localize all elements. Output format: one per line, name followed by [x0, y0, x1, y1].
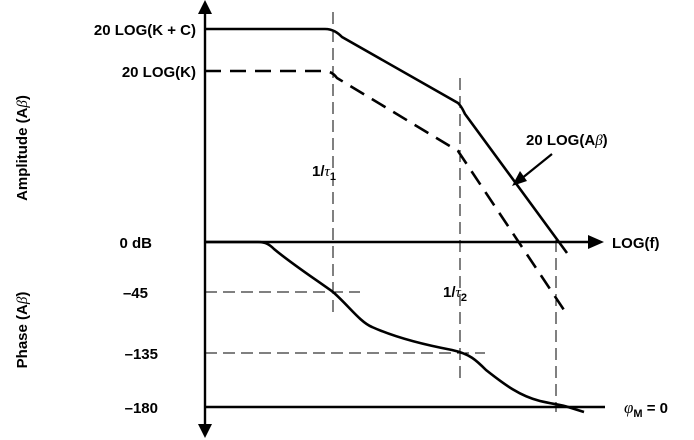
- phase-curve: [205, 240, 585, 414]
- frequency-axis-arrow-icon: [588, 235, 604, 249]
- label-20-log-a-beta: 20 LOG(Aβ): [526, 132, 608, 149]
- label-minus-135: –135: [125, 346, 158, 363]
- phase-axis-title: Phase (Aβ): [14, 292, 31, 369]
- label-phase-margin: φM = 0: [624, 398, 668, 420]
- label-0-db: 0 dB: [119, 235, 152, 252]
- label-one-over-tau1: 1/τ1: [312, 163, 336, 183]
- vertical-axis-up-arrow-icon: [198, 0, 212, 14]
- amplitude-axis-title: Amplitude (Aβ): [14, 95, 31, 201]
- curve-label-arrow-head-icon: [512, 171, 527, 186]
- amplitude-curve-k: [205, 69, 566, 311]
- curve-label-arrow: [520, 153, 553, 180]
- label-20-log-k-plus-c: 20 LOG(K + C): [94, 22, 196, 39]
- label-one-over-tau2: 1/τ2: [443, 284, 467, 304]
- vertical-axis-down-arrow-icon: [198, 424, 212, 438]
- label-minus-45: –45: [123, 285, 148, 302]
- label-20-log-k: 20 LOG(K): [122, 64, 196, 81]
- amplitude-curve-k-plus-c: [205, 27, 569, 254]
- label-log-f: LOG(f): [612, 235, 659, 252]
- label-minus-180: –180: [125, 400, 158, 417]
